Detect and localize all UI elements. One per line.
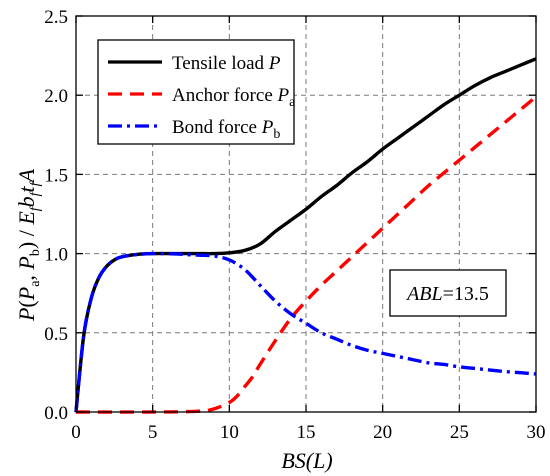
annotation-value: =13.5 (443, 283, 489, 305)
y-title-close-div: ) / (14, 225, 39, 249)
legend-anchor-sub: a (289, 95, 296, 110)
annotation-text: ABL=13.5 (405, 283, 489, 305)
x-tick-label-1: 5 (148, 422, 158, 443)
y-title-comma: , (14, 270, 39, 281)
series-lines (74, 57, 538, 414)
legend-anchor-main: Anchor force (172, 85, 278, 106)
x-tick-label-6: 30 (527, 422, 546, 443)
x-tick-label-5: 25 (450, 422, 469, 443)
legend-anchor-var: P (277, 85, 290, 106)
y-title-paren-open: ( (14, 300, 39, 307)
annotation-box (389, 269, 507, 317)
x-tick-label-4: 20 (373, 422, 392, 443)
series-line-2 (74, 251, 537, 413)
series-line-1 (75, 95, 538, 414)
legend-label-bond: Bond force Pb (172, 117, 280, 142)
y-title-p: P (14, 308, 39, 322)
legend-bond-var: P (261, 117, 274, 138)
y-title-t: t (14, 185, 39, 192)
axis-ticks (75, 15, 537, 413)
y-title-pa: P (14, 287, 39, 301)
x-tick-label-2: 10 (220, 422, 239, 443)
y-tick-label-0: 0.0 (44, 403, 68, 424)
y-title-pb-sub: b (28, 249, 43, 256)
y-title-b: b (14, 196, 39, 207)
y-title-pb: P (14, 256, 39, 270)
y-tick-label-1: 0.5 (44, 324, 68, 345)
y-tick-label-4: 2.0 (44, 86, 68, 107)
y-title-pa-sub: a (28, 280, 43, 287)
x-tick-label-0: 0 (71, 422, 81, 443)
y-title-a: A (14, 168, 39, 184)
y-title-e-sub: f (28, 205, 43, 211)
legend-tensile-var: P (268, 53, 281, 74)
legend-bond-main: Bond force (172, 117, 262, 138)
y-tick-label-3: 1.5 (44, 165, 68, 186)
legend-label-tensile: Tensile load P (172, 53, 281, 74)
annotation-var: ABL (405, 283, 443, 305)
x-axis-title: BS(L) (281, 448, 332, 473)
y-title-t-sub: f (28, 180, 43, 186)
y-title-e: E (14, 211, 39, 226)
y-tick-label-5: 2.5 (44, 7, 68, 28)
legend-tensile-main: Tensile load (172, 53, 269, 74)
y-tick-label-2: 1.0 (44, 245, 68, 266)
legend: Tensile load P Anchor force Pa Bond forc… (97, 39, 296, 145)
legend-box (97, 39, 295, 145)
tick-labels: 0 5 10 15 20 25 30 0.0 0.5 1.0 1.5 2.0 2.5 (44, 7, 545, 443)
legend-bond-sub: b (273, 127, 280, 142)
abl-annotation: ABL=13.5 (389, 269, 507, 317)
y-axis-title: P(Pa, Pb) / EfbftfA (14, 168, 43, 322)
legend-label-anchor: Anchor force Pa (172, 85, 296, 110)
y-title-b-sub: f (28, 190, 43, 196)
x-tick-label-3: 15 (297, 422, 316, 443)
